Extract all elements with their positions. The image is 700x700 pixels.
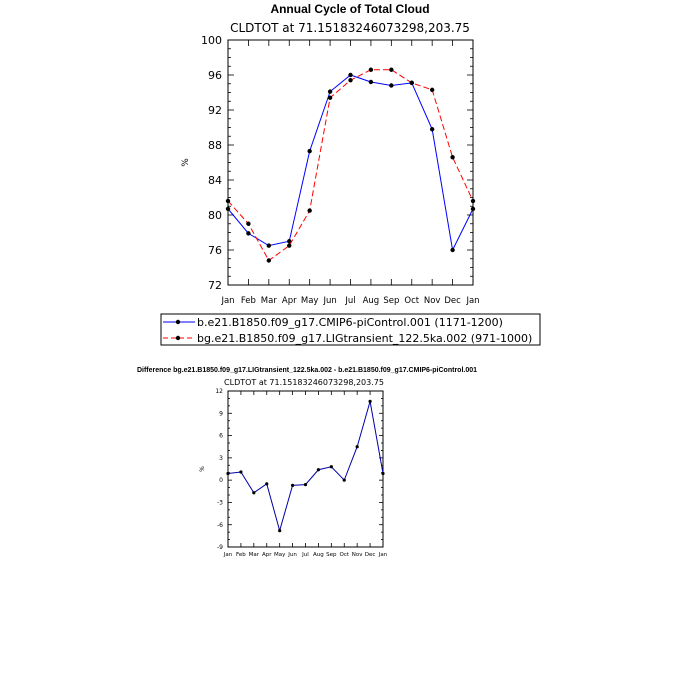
chart-title: Annual Cycle of Total Cloud bbox=[270, 2, 429, 16]
x-tick-label: Aug bbox=[313, 552, 324, 558]
y-tick-label: -9 bbox=[217, 544, 223, 551]
data-point-series-2 bbox=[450, 155, 455, 160]
data-point-series-1 bbox=[265, 482, 269, 486]
data-point-series-1 bbox=[342, 478, 346, 482]
x-tick-label: Feb bbox=[236, 552, 246, 558]
legend-marker-series-2 bbox=[175, 335, 181, 341]
data-point-series-2 bbox=[246, 221, 251, 226]
data-point-series-1 bbox=[470, 206, 476, 212]
data-point-series-1 bbox=[278, 529, 282, 533]
data-point-series-1 bbox=[266, 243, 272, 248]
difference-subtitle: CLDTOT at 71.15183246073298,203.75 bbox=[224, 378, 384, 387]
data-point-series-2 bbox=[368, 67, 374, 72]
data-point-series-2 bbox=[287, 243, 292, 248]
data-point-series-1 bbox=[368, 79, 374, 85]
x-tick-label: May bbox=[301, 296, 319, 306]
data-point-series-1 bbox=[303, 483, 308, 487]
y-tick-label: -3 bbox=[217, 500, 223, 507]
data-point-series-1 bbox=[226, 471, 230, 476]
y-tick-label: 6 bbox=[219, 433, 223, 440]
x-tick-label: Apr bbox=[282, 296, 297, 306]
data-point-series-1 bbox=[225, 206, 231, 212]
x-tick-label: Nov bbox=[424, 296, 441, 306]
x-tick-label: Jan bbox=[378, 552, 388, 558]
y-tick-label: 3 bbox=[219, 455, 223, 462]
x-tick-label: Feb bbox=[241, 296, 256, 306]
y-tick-label: 9 bbox=[219, 410, 223, 417]
chart-legend: b.e21.B1850.f09_g17.CMIP6-piControl.001 … bbox=[160, 313, 541, 346]
series-line-1 bbox=[227, 74, 474, 252]
data-point-series-1 bbox=[246, 231, 251, 236]
x-tick-label: May bbox=[274, 552, 286, 558]
chart-subtitle: CLDTOT at 71.15183246073298,203.75 bbox=[230, 21, 470, 35]
data-point-series-2 bbox=[389, 67, 394, 72]
y-axis-label: % bbox=[199, 466, 206, 472]
data-point-series-2 bbox=[266, 258, 272, 263]
data-point-series-1 bbox=[348, 72, 353, 78]
legend-label-series-2: bg.e21.B1850.f09_g17.LIGtransient_122.5k… bbox=[197, 332, 532, 345]
plot-frame bbox=[227, 390, 384, 548]
y-tick-label: 92 bbox=[208, 104, 222, 117]
x-tick-label: Jul bbox=[344, 296, 355, 306]
x-tick-label: Jan bbox=[465, 296, 479, 306]
x-tick-label: Apr bbox=[262, 552, 272, 558]
data-point-series-1 bbox=[329, 465, 333, 469]
data-point-series-1 bbox=[327, 89, 333, 94]
y-tick-label: 96 bbox=[208, 69, 222, 82]
x-tick-label: Dec bbox=[365, 552, 376, 558]
x-tick-label: Sep bbox=[383, 296, 399, 306]
difference-title: Difference bg.e21.B1850.f09_g17.LIGtrans… bbox=[137, 367, 477, 374]
x-tick-label: Mar bbox=[249, 552, 260, 558]
data-point-series-1 bbox=[252, 491, 256, 495]
data-point-series-1 bbox=[355, 445, 359, 449]
x-tick-label: Jan bbox=[220, 296, 234, 306]
data-point-series-1 bbox=[389, 83, 394, 88]
data-point-series-2 bbox=[327, 95, 333, 100]
x-tick-label: Sep bbox=[326, 552, 337, 558]
y-tick-label: 100 bbox=[201, 34, 222, 47]
annual-cycle-chart: 72 76 80 84 88 92 96 100 Jan Feb Mar Apr May Jun Jul Au… bbox=[181, 34, 480, 306]
data-point-series-2 bbox=[348, 78, 353, 83]
data-point-series-1 bbox=[450, 247, 455, 253]
data-point-series-1 bbox=[287, 239, 292, 244]
y-tick-label: 80 bbox=[208, 209, 222, 222]
y-tick-label: -6 bbox=[217, 522, 223, 529]
data-point-series-1 bbox=[290, 483, 295, 487]
legend-label-series-1: b.e21.B1850.f09_g17.CMIP6-piControl.001 … bbox=[197, 316, 503, 329]
y-tick-label: 88 bbox=[208, 139, 222, 152]
x-tick-label: Mar bbox=[261, 296, 278, 306]
x-tick-label: Nov bbox=[352, 552, 363, 558]
x-tick-label: Jun bbox=[287, 552, 297, 558]
y-tick-label: 0 bbox=[219, 477, 223, 484]
x-tick-label: Jul bbox=[301, 552, 309, 558]
x-tick-label: Oct bbox=[404, 296, 419, 306]
y-axis-label: % bbox=[181, 158, 191, 167]
data-point-series-2 bbox=[429, 87, 435, 93]
data-point-series-1 bbox=[307, 148, 312, 154]
x-tick-label: Jun bbox=[322, 296, 336, 306]
y-tick-label: 12 bbox=[215, 388, 223, 395]
series-line-2 bbox=[227, 69, 474, 262]
data-point-series-1 bbox=[429, 127, 435, 132]
x-tick-label: Jan bbox=[223, 552, 233, 558]
series-line-1 bbox=[227, 401, 384, 533]
y-tick-label: 84 bbox=[208, 174, 222, 187]
y-tick-label: 72 bbox=[208, 279, 222, 292]
data-point-series-2 bbox=[225, 198, 231, 204]
data-point-series-1 bbox=[368, 399, 372, 403]
data-point-series-1 bbox=[239, 470, 243, 474]
x-tick-label: Oct bbox=[339, 552, 349, 558]
data-point-series-1 bbox=[381, 471, 385, 476]
data-point-series-2 bbox=[307, 208, 312, 213]
y-tick-label: 76 bbox=[208, 244, 222, 257]
data-point-series-2 bbox=[470, 198, 476, 204]
x-tick-label: Dec bbox=[444, 296, 461, 306]
legend-marker-series-1 bbox=[175, 319, 181, 325]
data-point-series-2 bbox=[409, 80, 414, 86]
x-tick-label: Aug bbox=[363, 296, 380, 306]
data-point-series-1 bbox=[316, 468, 321, 472]
legend-box bbox=[160, 313, 541, 346]
